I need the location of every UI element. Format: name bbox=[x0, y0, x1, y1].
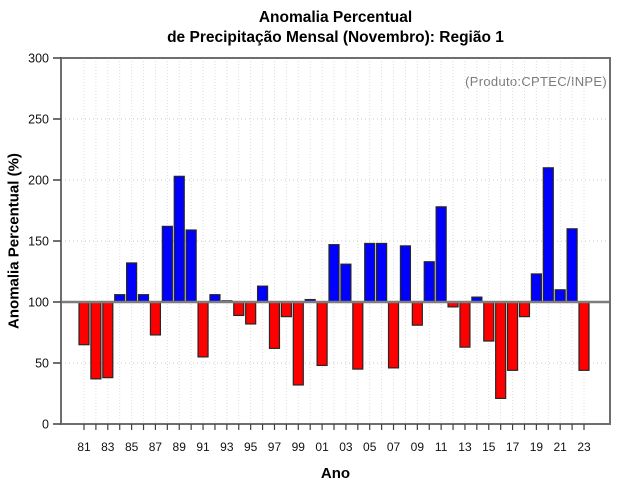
bar-1990 bbox=[185, 229, 197, 303]
y-tick-label-150: 150 bbox=[28, 235, 49, 249]
x-tick-label-03: 03 bbox=[339, 440, 353, 454]
x-tick-label-09: 09 bbox=[411, 440, 425, 454]
bar-2004 bbox=[352, 301, 364, 370]
x-tick-label-01: 01 bbox=[315, 440, 329, 454]
bar-2008 bbox=[399, 245, 412, 303]
x-tick-label-07: 07 bbox=[387, 440, 401, 454]
bar-2015 bbox=[483, 301, 495, 342]
x-tick-label-99: 99 bbox=[292, 440, 306, 454]
y-tick-label-100: 100 bbox=[28, 296, 49, 310]
x-tick-label-17: 17 bbox=[506, 440, 520, 454]
bar-2007 bbox=[387, 301, 400, 369]
bar-2010 bbox=[423, 261, 435, 303]
bar-1996 bbox=[256, 285, 269, 303]
x-tick-label-23: 23 bbox=[577, 440, 591, 454]
bar-1987 bbox=[149, 301, 162, 336]
x-tick-label-83: 83 bbox=[101, 440, 115, 454]
bar-2002 bbox=[328, 244, 340, 303]
bar-2018 bbox=[518, 301, 531, 318]
bar-1985 bbox=[126, 262, 138, 303]
x-tick-label-91: 91 bbox=[196, 440, 210, 454]
x-tick-label-81: 81 bbox=[77, 440, 91, 454]
x-tick-label-95: 95 bbox=[244, 440, 258, 454]
bar-1991 bbox=[197, 301, 209, 358]
y-tick-label-50: 50 bbox=[35, 357, 49, 371]
bar-1989 bbox=[173, 175, 185, 303]
x-tick-label-19: 19 bbox=[530, 440, 544, 454]
bar-1988 bbox=[161, 225, 173, 303]
chart-title-line1: Anomalia Percentual bbox=[258, 9, 413, 26]
x-tick-label-85: 85 bbox=[125, 440, 139, 454]
bar-1997 bbox=[268, 301, 281, 349]
x-tick-label-05: 05 bbox=[363, 440, 377, 454]
bar-2001 bbox=[316, 301, 328, 367]
x-tick-label-15: 15 bbox=[482, 440, 496, 454]
bar-2006 bbox=[376, 242, 388, 303]
x-tick-label-89: 89 bbox=[173, 440, 187, 454]
bar-2019 bbox=[530, 273, 542, 303]
bar-1981 bbox=[78, 301, 90, 346]
bar-2009 bbox=[411, 301, 423, 326]
x-tick-label-21: 21 bbox=[554, 440, 568, 454]
x-tick-label-93: 93 bbox=[220, 440, 234, 454]
chart-title-line2: de Precipitação Mensal (Novembro): Regiã… bbox=[167, 29, 504, 46]
x-tick-label-97: 97 bbox=[268, 440, 282, 454]
x-tick-label-87: 87 bbox=[149, 440, 163, 454]
bar-2005 bbox=[364, 242, 376, 303]
bar-1983 bbox=[102, 301, 114, 379]
bar-1998 bbox=[280, 301, 292, 318]
chart-title: Anomalia Percentual de Precipitação Mens… bbox=[61, 8, 610, 48]
bar-2021 bbox=[554, 289, 566, 303]
bar-2023 bbox=[578, 301, 590, 371]
bar-2020 bbox=[542, 167, 554, 303]
y-tick-label-0: 0 bbox=[42, 418, 49, 432]
y-tick-label-300: 300 bbox=[28, 52, 49, 66]
bar-1999 bbox=[292, 301, 304, 386]
y-tick-label-250: 250 bbox=[28, 113, 49, 127]
bar-2003 bbox=[340, 263, 352, 303]
y-tick-label-200: 200 bbox=[28, 174, 49, 188]
x-tick-label-11: 11 bbox=[435, 440, 448, 454]
bar-2022 bbox=[566, 228, 578, 303]
bar-1982 bbox=[90, 301, 102, 380]
bar-2011 bbox=[435, 206, 447, 303]
bar-2017 bbox=[506, 301, 519, 371]
bar-2016 bbox=[495, 301, 507, 399]
x-axis-title: Ano bbox=[320, 465, 351, 482]
bar-2013 bbox=[459, 301, 471, 348]
bar-1994 bbox=[233, 301, 245, 317]
x-tick-label-13: 13 bbox=[458, 440, 472, 454]
bar-1995 bbox=[245, 301, 257, 325]
